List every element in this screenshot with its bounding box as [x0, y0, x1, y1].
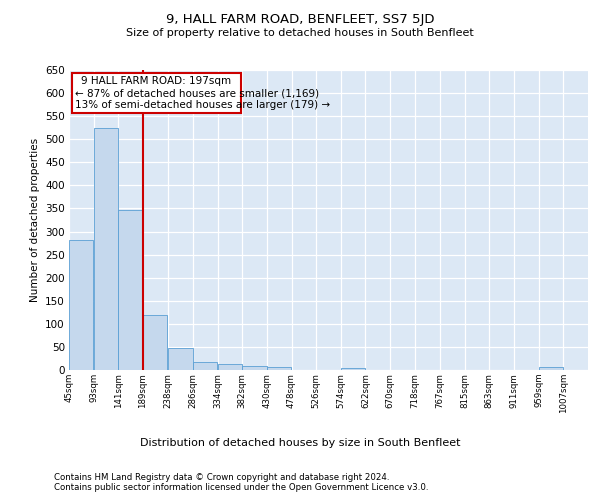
Bar: [143, 314, 167, 370]
Text: Size of property relative to detached houses in South Benfleet: Size of property relative to detached ho…: [126, 28, 474, 38]
Text: ← 87% of detached houses are smaller (1,169): ← 87% of detached houses are smaller (1,…: [75, 88, 319, 98]
Y-axis label: Number of detached properties: Number of detached properties: [29, 138, 40, 302]
Bar: [118, 210, 143, 370]
Bar: [539, 367, 563, 370]
Bar: [341, 368, 365, 370]
Bar: [242, 366, 266, 370]
Text: Contains public sector information licensed under the Open Government Licence v3: Contains public sector information licen…: [54, 482, 428, 492]
Text: 9, HALL FARM ROAD, BENFLEET, SS7 5JD: 9, HALL FARM ROAD, BENFLEET, SS7 5JD: [166, 12, 434, 26]
Text: 9 HALL FARM ROAD: 197sqm: 9 HALL FARM ROAD: 197sqm: [81, 76, 232, 86]
Text: 13% of semi-detached houses are larger (179) →: 13% of semi-detached houses are larger (…: [75, 100, 330, 110]
Bar: [218, 364, 242, 370]
Bar: [69, 240, 94, 370]
Bar: [94, 128, 118, 370]
Text: Distribution of detached houses by size in South Benfleet: Distribution of detached houses by size …: [140, 438, 460, 448]
Text: Contains HM Land Registry data © Crown copyright and database right 2024.: Contains HM Land Registry data © Crown c…: [54, 472, 389, 482]
Bar: [193, 362, 217, 370]
FancyBboxPatch shape: [72, 73, 241, 113]
Bar: [267, 367, 291, 370]
Bar: [168, 348, 193, 370]
